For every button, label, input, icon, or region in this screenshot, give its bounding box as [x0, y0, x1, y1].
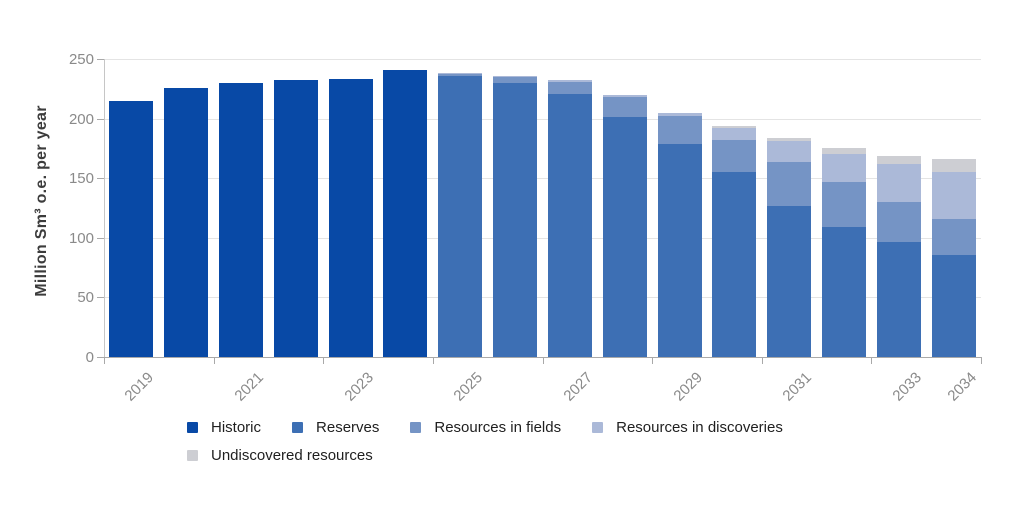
- bar-segment-2024: [383, 69, 428, 357]
- legend-label: Undiscovered resources: [211, 447, 373, 464]
- x-axis-line: [104, 357, 982, 358]
- x-tick-label: 2019: [121, 369, 158, 405]
- bar-segment-2030: [712, 140, 757, 172]
- legend: Historic Reserves Resources in fields Resou…: [187, 419, 783, 464]
- y-axis-tick: [97, 118, 104, 120]
- legend-item: Reserves: [292, 419, 379, 436]
- x-axis-tick: [323, 358, 325, 364]
- y-axis-tick: [97, 237, 104, 239]
- y-tick-label: 250: [68, 51, 94, 68]
- x-axis-tick: [542, 358, 544, 364]
- gridline: [104, 59, 981, 60]
- x-axis-tick: [432, 358, 434, 364]
- bar-segment-2022: [273, 80, 318, 357]
- bar-segment-2026: [493, 75, 538, 78]
- y-tick-label: 200: [68, 110, 94, 128]
- y-tick-label: 150: [68, 170, 94, 188]
- bar-segment-2019: [109, 100, 154, 357]
- gridline: [104, 237, 981, 239]
- bar-segment-2033: [876, 202, 921, 242]
- y-axis-tick: [97, 357, 104, 358]
- y-axis-line: [103, 59, 105, 357]
- y-axis-tick: [97, 59, 104, 60]
- bar-segment-2029: [657, 143, 702, 357]
- bar-segment-2030: [712, 171, 757, 357]
- bar-segment-2027: [547, 81, 592, 94]
- bar-segment-2031: [767, 137, 812, 142]
- bar-segment-2032: [821, 227, 866, 357]
- legend-swatch: [292, 422, 304, 433]
- legend-swatch: [187, 422, 198, 433]
- bar-segment-2033: [876, 163, 921, 203]
- legend-item: Resources in discoveries: [592, 419, 783, 436]
- x-axis-tick: [981, 358, 982, 364]
- bar-segment-2021: [219, 82, 264, 357]
- bar-segment-2034: [931, 158, 976, 172]
- bar-segment-2028: [602, 97, 647, 118]
- x-axis-tick: [871, 358, 873, 364]
- bar-segment-2030: [712, 126, 757, 129]
- bar-segment-2034: [931, 171, 976, 219]
- y-axis-tick: [97, 297, 104, 299]
- bar-segment-2029: [657, 112, 702, 117]
- bar-segment-2027: [547, 93, 592, 357]
- x-axis-tick: [652, 358, 654, 364]
- bar-segment-2027: [547, 79, 592, 82]
- y-axis-title: Million Sm³ o.e. per year: [30, 45, 54, 357]
- bar-segment-2028: [602, 94, 647, 98]
- legend-item: Resources in fields: [410, 419, 561, 436]
- y-tick-label: 0: [85, 349, 94, 366]
- bar-segment-2020: [164, 87, 209, 357]
- y-axis-tick: [97, 178, 104, 180]
- legend-item: Undiscovered resources: [187, 447, 373, 464]
- bar-segment-2032: [821, 181, 866, 228]
- bar-segment-2032: [821, 148, 866, 155]
- legend-label: Resources in discoveries: [616, 419, 783, 436]
- gridline: [104, 118, 981, 120]
- y-axis-title-text: Million Sm³ o.e. per year: [33, 105, 51, 297]
- legend-swatch: [410, 422, 422, 433]
- bar-segment-2025: [438, 73, 483, 74]
- bar-segment-2033: [876, 241, 921, 357]
- y-tick-label: 50: [77, 289, 94, 307]
- gridline: [104, 297, 981, 299]
- bar-segment-2025: [438, 75, 483, 357]
- bar-segment-2031: [767, 162, 812, 206]
- bar-segment-2023: [328, 79, 373, 357]
- bar-segment-2033: [876, 156, 921, 164]
- bar-segment-2029: [657, 116, 702, 144]
- gridline: [104, 178, 981, 180]
- legend-label: Historic: [211, 419, 262, 436]
- legend-row: Undiscovered resources: [187, 447, 783, 464]
- y-tick-label: 100: [68, 229, 94, 247]
- bar-segment-2026: [493, 82, 538, 357]
- x-axis-tick: [213, 358, 215, 364]
- x-axis-tick: [104, 358, 105, 364]
- x-axis-tick: [761, 358, 763, 364]
- bar-segment-2031: [767, 205, 812, 357]
- legend-swatch: [592, 422, 604, 433]
- bar-segment-2026: [493, 77, 538, 83]
- legend-item: Historic: [187, 419, 261, 436]
- legend-label: Reserves: [316, 419, 380, 436]
- bar-segment-2031: [767, 141, 812, 163]
- legend-label: Resources in fields: [434, 419, 562, 436]
- legend-swatch: [187, 450, 198, 461]
- bar-segment-2028: [602, 117, 647, 357]
- bar-segment-2032: [821, 154, 866, 182]
- bar-segment-2034: [931, 218, 976, 256]
- bar-segment-2030: [712, 128, 757, 141]
- bar-segment-2025: [438, 73, 483, 76]
- legend-row: Historic Reserves Resources in fields Resou…: [187, 419, 783, 436]
- bar-segment-2034: [931, 255, 976, 357]
